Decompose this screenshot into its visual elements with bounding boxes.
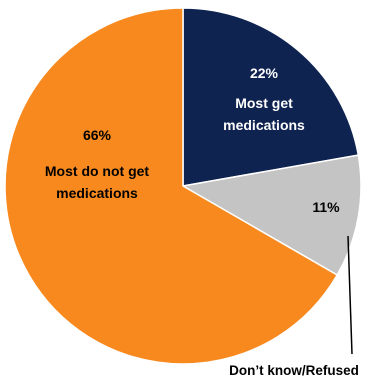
pie-slices	[4, 7, 362, 365]
slice-category-label: Most get	[235, 95, 293, 111]
slice-value-label: 22%	[250, 65, 279, 81]
pie-slice-3	[4, 7, 339, 365]
callout-label: Don’t know/Refused	[229, 363, 359, 378]
callout-leader-line	[347, 235, 353, 355]
slice-category-label: medications	[56, 185, 138, 201]
slice-category-label: Most do not get	[45, 163, 150, 179]
pie-slice-1	[182, 7, 360, 187]
slice-value-label: 66%	[83, 127, 112, 143]
pie-slice-2	[180, 154, 362, 277]
slice-value-label: 11%	[312, 199, 340, 215]
slice-category-label: medications	[223, 117, 305, 133]
